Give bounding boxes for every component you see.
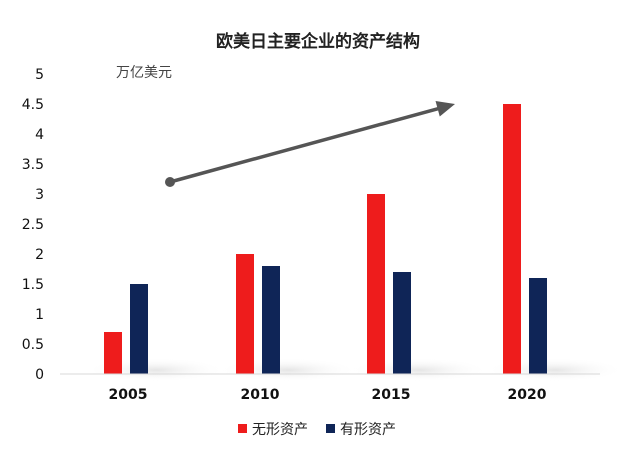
y-tick-label: 4 [35,127,44,143]
arrow-shaft [168,107,440,184]
bar-无形资产-2010 [236,254,254,374]
trend-arrow [165,101,455,187]
y-tick-label: 1.5 [22,277,44,293]
unit-label: 万亿美元 [116,65,172,81]
y-tick-label: 3.5 [22,157,44,173]
y-tick-label: 0.5 [22,337,44,353]
bar-无形资产-2015 [367,194,385,374]
bar-无形资产-2005 [104,332,122,374]
legend-label-有形资产: 有形资产 [340,422,396,438]
y-axis: 0 0.5 1 1.5 2 2.5 3 3.5 4 4.5 5 [22,67,44,383]
bar-有形资产-2005 [130,284,148,374]
bar-有形资产-2020 [529,278,547,374]
arrow-head [435,101,455,117]
y-tick-label: 1 [35,307,44,323]
bars [104,104,547,374]
x-tick-label: 2010 [241,387,280,403]
legend-swatch-无形资产 [238,424,247,433]
y-tick-label: 4.5 [22,97,44,113]
x-axis: 2005 2010 2015 2020 [60,373,600,403]
chart-title: 欧美日主要企业的资产结构 [216,31,420,52]
bar-无形资产-2020 [503,104,521,374]
legend-swatch-有形资产 [326,424,335,433]
legend-label-无形资产: 无形资产 [252,422,308,438]
y-tick-label: 2.5 [22,217,44,233]
legend: 无形资产 有形资产 [238,422,396,438]
y-tick-label: 3 [35,187,44,203]
y-tick-label: 5 [35,67,44,83]
bar-有形资产-2010 [262,266,280,374]
y-tick-label: 2 [35,247,44,263]
x-tick-label: 2020 [508,387,547,403]
x-tick-label: 2015 [372,387,411,403]
bar-有形资产-2015 [393,272,411,374]
x-tick-label: 2005 [109,387,148,403]
y-tick-label: 0 [35,367,44,383]
